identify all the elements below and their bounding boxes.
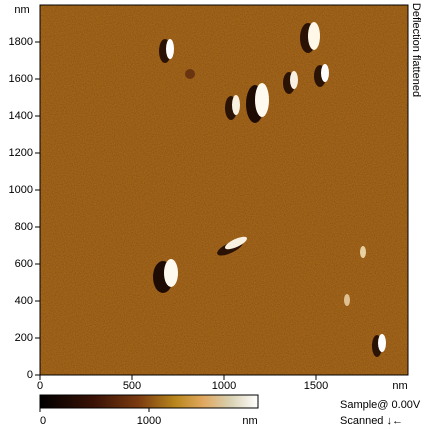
- x-tick-label: 0: [37, 380, 43, 392]
- x-tick-label: 1000: [212, 380, 236, 392]
- y-tick-label: 0: [27, 369, 33, 381]
- x-tick-label: 1500: [304, 380, 328, 392]
- colorbar-label: nm: [242, 415, 257, 427]
- y-tick-label: 800: [15, 221, 33, 233]
- y-tick-label: 600: [15, 258, 33, 270]
- chart: nm nm Deflection flattened nm Sample@ 0.…: [0, 0, 424, 430]
- afm-image: [40, 5, 408, 375]
- y-tick-label: 1200: [9, 147, 33, 159]
- colorbar: [40, 395, 258, 408]
- y-tick-label: 1400: [9, 110, 33, 122]
- y-tick-label: 200: [15, 332, 33, 344]
- info-line: Scanned ↓←: [340, 415, 403, 427]
- y-tick-label: 1600: [9, 73, 33, 85]
- x-tick-label: 500: [123, 380, 141, 392]
- info-line: Sample@ 0.00V: [340, 399, 421, 411]
- channel-label: Deflection flattened: [410, 3, 422, 97]
- colorbar-tick-label: 1000: [137, 415, 161, 427]
- y-axis-label: nm: [14, 4, 29, 16]
- y-tick-label: 1800: [9, 36, 33, 48]
- y-tick-label: 400: [15, 295, 33, 307]
- x-axis-label: nm: [392, 380, 407, 392]
- y-tick-label: 1000: [9, 184, 33, 196]
- colorbar-tick-label: 0: [40, 415, 46, 427]
